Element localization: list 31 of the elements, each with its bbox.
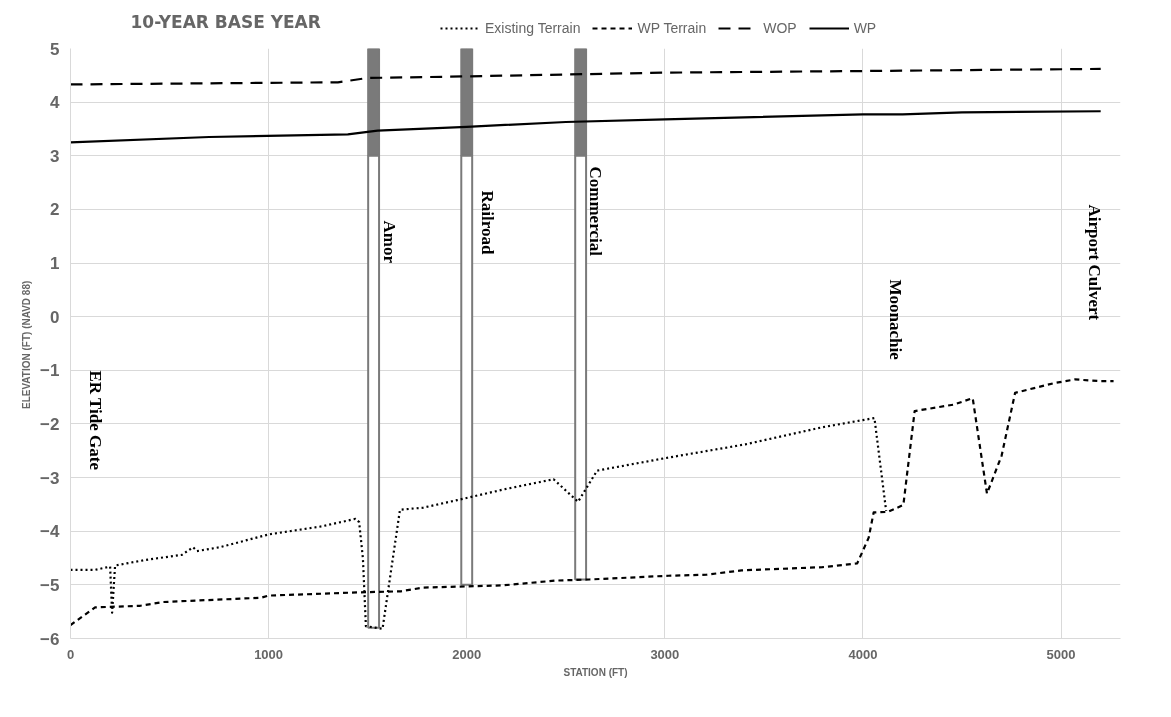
x-tick-label: 1000 [254,646,284,662]
y-tick-label: 5 [50,39,60,59]
y-tick-label: −6 [40,629,60,649]
legend-label: WP [853,20,877,36]
y-tick-label: 4 [50,93,61,113]
annotation: Commercial [586,166,605,257]
legend-label: WP Terrain [637,20,707,36]
annotation: Railroad [478,190,497,255]
y-tick-label: 1 [50,254,60,274]
y-axis-title: ELEVATION (FT) (NAVD 88) [21,280,33,410]
y-tick-label: 0 [50,307,60,327]
y-tick-label: −3 [40,468,60,488]
y-tick-label: −1 [40,361,60,381]
annotation: Amor [380,220,399,264]
y-tick-label: −4 [40,522,61,542]
y-tick-label: 3 [50,146,60,166]
x-tick-label: 5000 [1046,646,1076,662]
legend-label: Existing Terrain [485,20,581,36]
annotation: ER Tide Gate [86,370,105,471]
x-tick-label: 2000 [452,646,482,662]
annotation: Airport Culvert [1085,204,1104,321]
annotation: Moonachie [886,279,905,361]
x-tick-label: 3000 [650,646,680,662]
chart-title: 10-YEAR BASE YEAR [130,11,321,32]
x-axis-title: STATION (FT) [563,666,628,678]
y-tick-label: −2 [40,414,60,434]
y-tick-label: 2 [50,200,60,220]
y-tick-label: −5 [40,575,60,595]
x-tick-label: 0 [66,646,75,662]
legend-label: WOP [763,20,797,36]
x-tick-label: 4000 [848,646,878,662]
